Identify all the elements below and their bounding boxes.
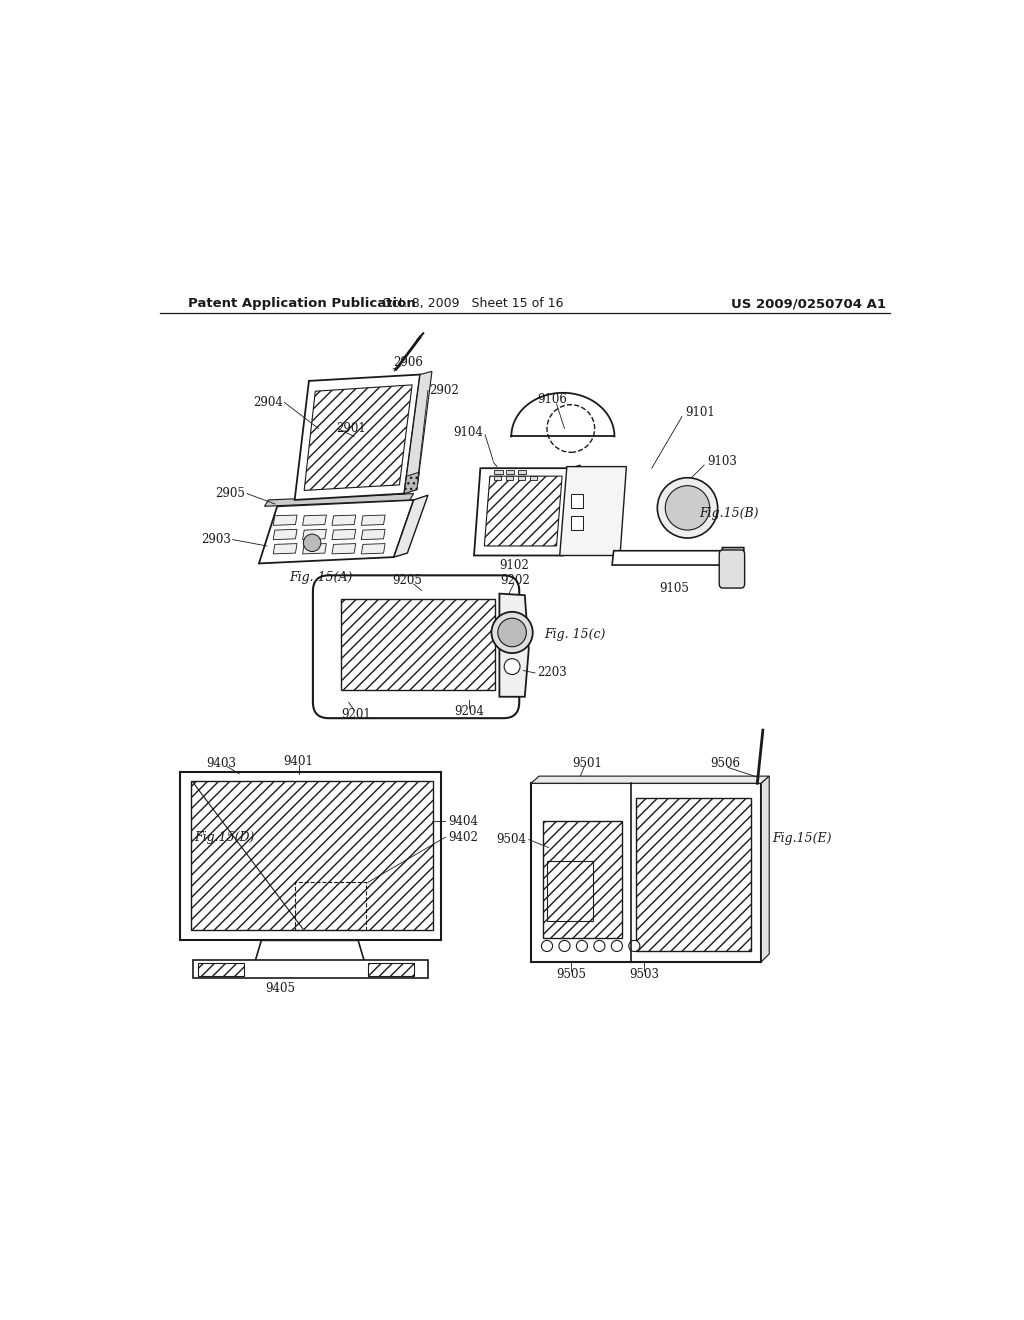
Text: 9105: 9105 [659, 582, 689, 595]
Text: 9401: 9401 [284, 755, 313, 768]
Text: 2901: 2901 [336, 422, 366, 436]
Text: 9505: 9505 [556, 968, 586, 981]
Polygon shape [264, 494, 414, 507]
Polygon shape [304, 385, 412, 491]
Bar [518, 477, 524, 480]
Text: 2903: 2903 [202, 533, 231, 546]
Text: 9402: 9402 [447, 830, 477, 843]
Circle shape [492, 612, 532, 653]
Polygon shape [273, 515, 297, 525]
Polygon shape [332, 544, 355, 554]
Bar [531, 783, 761, 962]
Bar [570, 494, 583, 508]
Polygon shape [361, 529, 385, 540]
Bar [494, 470, 503, 474]
Text: 9504: 9504 [497, 833, 526, 846]
Polygon shape [474, 469, 569, 556]
Text: 2203: 2203 [537, 667, 566, 680]
Bar [506, 477, 513, 480]
Text: Patent Application Publication: Patent Application Publication [187, 297, 416, 310]
Bar [506, 470, 514, 474]
Text: 9205: 9205 [392, 574, 422, 587]
Circle shape [629, 940, 640, 952]
Text: 9404: 9404 [447, 814, 478, 828]
Circle shape [577, 940, 588, 952]
Text: 9403: 9403 [207, 756, 237, 770]
Text: 9501: 9501 [571, 756, 602, 770]
Circle shape [657, 478, 718, 539]
Text: 2905: 2905 [216, 487, 246, 500]
Polygon shape [563, 465, 581, 556]
Bar [341, 599, 496, 690]
Polygon shape [361, 515, 385, 525]
Text: Fig.15(D): Fig.15(D) [194, 830, 254, 843]
Polygon shape [273, 529, 297, 540]
Polygon shape [722, 548, 743, 587]
Text: 9503: 9503 [629, 968, 658, 981]
Text: 9405: 9405 [265, 982, 295, 994]
Circle shape [666, 486, 710, 531]
Polygon shape [404, 473, 419, 494]
Text: Oct. 8, 2009   Sheet 15 of 16: Oct. 8, 2009 Sheet 15 of 16 [383, 297, 564, 310]
Polygon shape [332, 515, 355, 525]
Circle shape [611, 940, 623, 952]
Polygon shape [259, 500, 414, 564]
Text: Fig.15(E): Fig.15(E) [772, 833, 831, 845]
Polygon shape [484, 477, 562, 546]
Circle shape [559, 940, 570, 952]
Circle shape [594, 940, 605, 952]
Polygon shape [394, 495, 428, 557]
Text: 9506: 9506 [710, 756, 739, 770]
Circle shape [542, 940, 553, 952]
Bar [494, 477, 501, 480]
Polygon shape [531, 776, 769, 783]
Bar [198, 964, 244, 975]
Bar [543, 821, 623, 939]
Text: 9104: 9104 [454, 426, 483, 440]
Polygon shape [303, 515, 327, 525]
Bar [368, 964, 414, 975]
Text: 2906: 2906 [393, 356, 423, 370]
Circle shape [498, 618, 526, 647]
Text: 9202: 9202 [501, 574, 530, 587]
Bar [194, 960, 428, 978]
FancyBboxPatch shape [719, 550, 744, 587]
Bar [295, 883, 367, 931]
Circle shape [303, 535, 321, 552]
Polygon shape [295, 375, 420, 500]
Bar [570, 516, 583, 531]
Text: 9204: 9204 [455, 705, 484, 718]
Text: Fig.15(B): Fig.15(B) [699, 507, 759, 520]
Text: 9106: 9106 [538, 393, 567, 407]
Polygon shape [273, 544, 297, 554]
Polygon shape [612, 550, 733, 565]
Polygon shape [404, 371, 432, 494]
Circle shape [504, 659, 520, 675]
Bar [518, 470, 526, 474]
Text: Fig. 15(A): Fig. 15(A) [289, 572, 352, 585]
Polygon shape [560, 466, 627, 556]
Polygon shape [303, 544, 327, 554]
Bar [191, 781, 433, 931]
FancyBboxPatch shape [313, 576, 519, 718]
Polygon shape [255, 940, 365, 962]
Circle shape [547, 405, 595, 453]
Text: US 2009/0250704 A1: US 2009/0250704 A1 [731, 297, 886, 310]
Bar [547, 861, 593, 920]
Text: 2902: 2902 [430, 384, 460, 397]
Text: 9102: 9102 [500, 558, 529, 572]
Polygon shape [361, 544, 385, 554]
Polygon shape [332, 529, 355, 540]
Bar [179, 772, 441, 940]
Bar [636, 799, 751, 950]
Polygon shape [303, 529, 327, 540]
Text: 2904: 2904 [253, 396, 283, 409]
Bar [529, 477, 537, 480]
Polygon shape [761, 776, 769, 962]
Text: 9201: 9201 [342, 708, 372, 721]
Text: Fig. 15(c): Fig. 15(c) [545, 628, 606, 642]
Text: 9103: 9103 [708, 455, 737, 469]
Text: 9101: 9101 [685, 407, 715, 420]
Polygon shape [500, 594, 528, 697]
